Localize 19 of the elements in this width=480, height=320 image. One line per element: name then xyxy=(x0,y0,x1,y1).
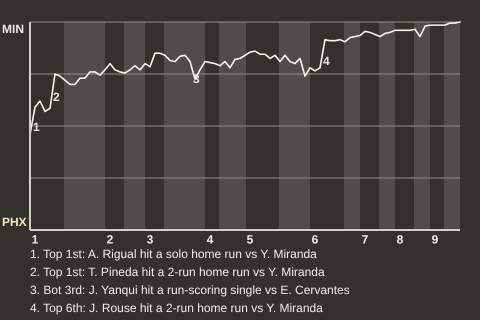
x-tick-label: 9 xyxy=(432,232,439,247)
text: 4. Top 6th: J. Rouse hit a 2-run home run vs Y. Miranda xyxy=(30,300,324,317)
text: 2. Top 1st: T. Pineda hit a 2-run home run vs Y. Miranda xyxy=(30,264,326,281)
x-tick-label: 7 xyxy=(362,232,369,247)
text: PHX xyxy=(2,215,27,229)
x-tick-label: 2 xyxy=(106,232,114,247)
x-tick-label: 4 xyxy=(206,232,214,247)
x-tick-label: 5 xyxy=(246,232,254,247)
x-tick-label: 3 xyxy=(146,232,154,247)
annotation: 1 xyxy=(33,120,40,134)
text: 3. Bot 3rd: J. Yanqui hit a run-scoring single vs E. Cervantes xyxy=(30,282,350,299)
x-tick-label: 6 xyxy=(312,232,319,247)
text: MIN xyxy=(2,22,24,36)
x-tick-label: 1 xyxy=(32,232,39,247)
annotation: 3 xyxy=(193,72,200,86)
text: 1. Top 1st: A. Rigual hit a solo home run vs Y. Miranda xyxy=(30,246,318,263)
annotation: 2 xyxy=(53,90,60,104)
annotation: 4 xyxy=(323,54,330,68)
x-tick-label: 8 xyxy=(396,232,404,247)
